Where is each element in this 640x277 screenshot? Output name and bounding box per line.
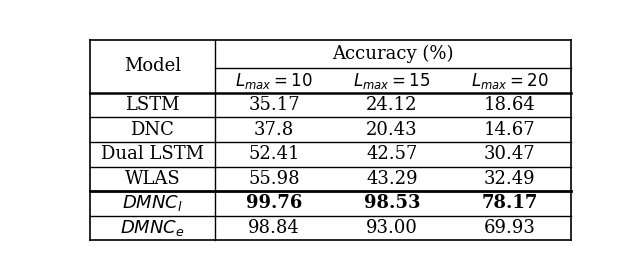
- Text: 98.84: 98.84: [248, 219, 300, 237]
- Text: 20.43: 20.43: [366, 121, 418, 139]
- Text: 43.29: 43.29: [366, 170, 418, 188]
- Text: $DMNC_l$: $DMNC_l$: [122, 193, 183, 213]
- Text: 24.12: 24.12: [366, 96, 417, 114]
- Text: 55.98: 55.98: [248, 170, 300, 188]
- Text: 18.64: 18.64: [484, 96, 536, 114]
- Text: 69.93: 69.93: [484, 219, 536, 237]
- Text: 78.17: 78.17: [481, 194, 538, 212]
- Text: 32.49: 32.49: [484, 170, 536, 188]
- Text: 93.00: 93.00: [366, 219, 418, 237]
- Text: 52.41: 52.41: [248, 145, 300, 163]
- Text: 30.47: 30.47: [484, 145, 536, 163]
- Text: Dual LSTM: Dual LSTM: [101, 145, 204, 163]
- Text: DNC: DNC: [131, 121, 175, 139]
- Text: $L_{max} = 15$: $L_{max} = 15$: [353, 71, 431, 91]
- Text: $L_{max} = 10$: $L_{max} = 10$: [235, 71, 313, 91]
- Text: 42.57: 42.57: [366, 145, 417, 163]
- Text: 14.67: 14.67: [484, 121, 536, 139]
- Text: Accuracy (%): Accuracy (%): [332, 45, 454, 63]
- Text: 98.53: 98.53: [364, 194, 420, 212]
- Text: Model: Model: [124, 57, 181, 75]
- Text: 35.17: 35.17: [248, 96, 300, 114]
- Text: $DMNC_e$: $DMNC_e$: [120, 218, 185, 238]
- Text: $L_{max} = 20$: $L_{max} = 20$: [471, 71, 548, 91]
- Text: WLAS: WLAS: [125, 170, 180, 188]
- Text: LSTM: LSTM: [125, 96, 180, 114]
- Text: 99.76: 99.76: [246, 194, 302, 212]
- Text: 37.8: 37.8: [254, 121, 294, 139]
